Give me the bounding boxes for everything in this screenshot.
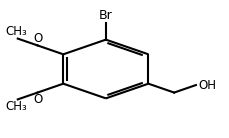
Text: CH₃: CH₃ bbox=[6, 100, 27, 113]
Text: Br: Br bbox=[98, 9, 112, 22]
Text: O: O bbox=[33, 32, 42, 45]
Text: O: O bbox=[33, 93, 42, 106]
Text: CH₃: CH₃ bbox=[6, 25, 27, 38]
Text: OH: OH bbox=[198, 79, 216, 91]
